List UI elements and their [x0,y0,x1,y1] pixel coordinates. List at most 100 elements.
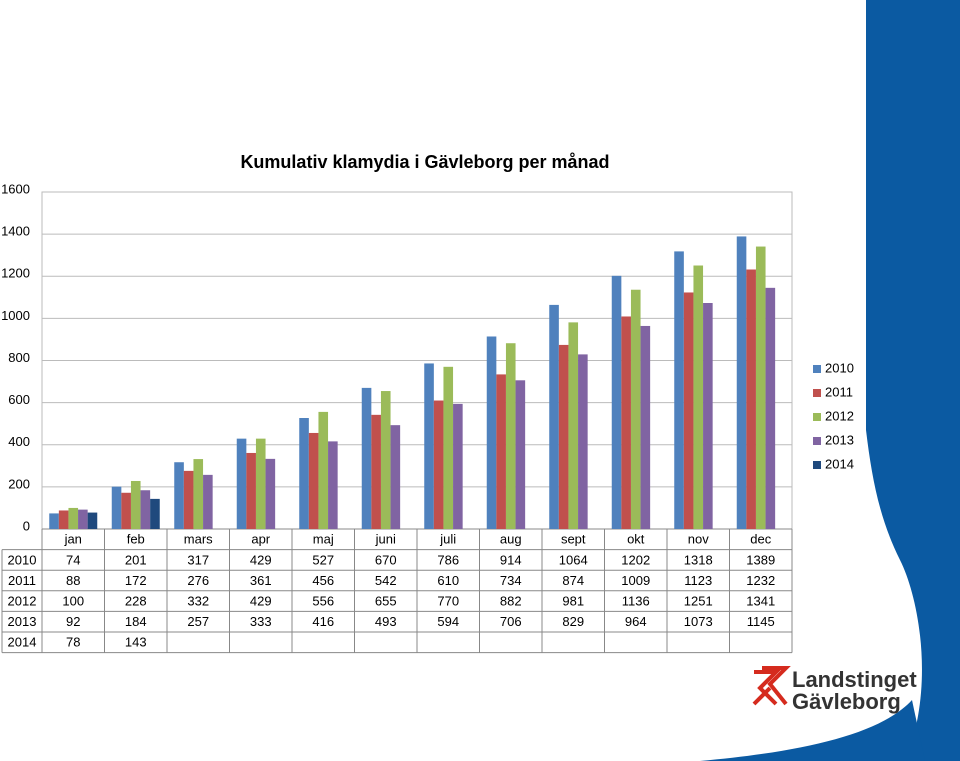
legend-label: 2013 [825,432,854,447]
bar [578,354,588,529]
table-cell: 1123 [684,573,712,588]
table-cell: 610 [437,573,459,588]
logo-text: Gävleborg [792,689,901,714]
bar [174,462,184,529]
bar [558,344,569,529]
bar [140,490,151,529]
x-tick-label: sept [561,532,586,547]
x-tick-label: dec [750,532,771,547]
bar [203,474,213,529]
table-cell: 1202 [621,552,650,567]
bar [568,322,579,529]
bar [87,512,98,529]
bar [130,480,141,529]
bar [443,366,454,529]
bar [308,432,319,529]
bar [58,510,69,529]
table-cell: 1073 [684,614,713,629]
table-cell: 874 [562,573,584,588]
table-cell: 276 [187,573,209,588]
table-cell: 527 [312,552,334,567]
y-tick-label: 1600 [1,181,30,196]
table-row-label: 2013 [8,614,37,629]
table-cell: 770 [437,594,459,609]
x-tick-label: aug [500,532,522,547]
bar [674,251,684,530]
table-cell: 100 [62,594,84,609]
y-tick-label: 600 [8,392,30,407]
table-cell: 829 [562,614,584,629]
bar [765,287,776,529]
legend-label: 2012 [825,408,854,423]
y-tick-label: 1200 [1,266,30,281]
bar [236,438,247,529]
table-cell: 1009 [621,573,650,588]
table-cell: 333 [250,614,272,629]
bar [361,387,372,529]
table-cell: 1341 [746,594,775,609]
bar [371,414,381,529]
table-cell: 655 [375,594,397,609]
bar [380,391,391,529]
x-tick-label: mars [184,532,213,547]
x-tick-label: juli [439,532,456,547]
table-cell: 332 [187,594,209,609]
table-cell: 257 [187,614,209,629]
table-cell: 594 [437,614,459,629]
logo-text: Landstinget [792,667,917,692]
table-cell: 317 [187,552,209,567]
y-tick-label: 800 [8,350,30,365]
table-cell: 556 [312,594,334,609]
table-cell: 493 [375,614,397,629]
table-cell: 201 [125,552,147,567]
table-row-label: 2014 [8,635,37,650]
bar [640,325,651,529]
table-cell: 542 [375,573,397,588]
bar [121,492,131,529]
table-cell: 964 [625,614,647,629]
bar [486,336,497,529]
bar [299,418,309,529]
bar [150,498,160,529]
bar [433,400,444,529]
bar [693,265,704,529]
table-cell: 74 [66,552,80,567]
table-cell: 228 [125,594,147,609]
table-cell: 429 [250,594,272,609]
bar [703,302,713,529]
bar [611,275,622,529]
chart-title: Kumulativ klamydia i Gävleborg per månad [240,152,609,172]
table-cell: 143 [125,635,147,650]
table-row-label: 2011 [8,573,36,588]
bar [736,236,747,529]
table-cell: 914 [500,552,522,567]
bar [255,438,266,529]
x-tick-label: juni [375,532,396,547]
bar [390,425,401,529]
legend-swatch [813,413,821,421]
table-cell: 670 [375,552,397,567]
x-tick-label: okt [627,532,645,547]
decor-band [866,0,960,761]
table-cell: 706 [500,614,522,629]
legend-swatch [813,389,821,397]
table-row-label: 2010 [8,552,37,567]
bar [453,403,463,529]
bar [183,470,194,529]
table-cell: 429 [250,552,272,567]
y-tick-label: 200 [8,476,30,491]
table-cell: 1232 [746,573,775,588]
bar [265,458,276,529]
x-tick-label: apr [251,532,270,547]
y-tick-label: 400 [8,434,30,449]
bar [746,269,756,529]
x-tick-label: maj [313,532,334,547]
table-cell: 1136 [622,594,650,609]
table-cell: 786 [437,552,459,567]
legend-swatch [813,365,821,373]
table-cell: 981 [562,594,584,609]
bar [549,304,559,529]
x-tick-label: nov [688,532,709,547]
y-tick-label: 0 [23,518,30,533]
table-cell: 172 [125,573,147,588]
